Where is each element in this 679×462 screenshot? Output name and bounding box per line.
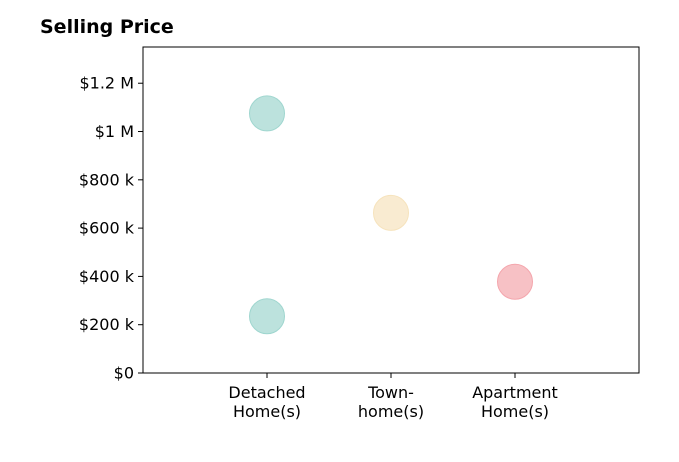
x-tick-label-line: Detached	[228, 383, 305, 402]
y-tick-label: $600 k	[79, 219, 135, 238]
y-tick-label: $400 k	[79, 267, 135, 286]
y-tick-label: $200 k	[79, 315, 135, 334]
x-tick-label: Detached Home(s)	[228, 383, 305, 421]
x-tick-label-line: Home(s)	[233, 402, 301, 421]
data-point	[373, 194, 409, 231]
chart-title: Selling Price	[40, 16, 174, 38]
x-tick-label: Apartment Home(s)	[472, 383, 558, 421]
x-tick-label: Town-home(s)	[358, 383, 424, 421]
x-tick-label-line: Apartment	[472, 383, 558, 402]
data-point	[249, 298, 285, 335]
data-point	[249, 95, 285, 132]
y-tick-label: $1 M	[95, 122, 134, 141]
y-tick-label: $0	[114, 364, 134, 383]
y-tick-label: $800 k	[79, 170, 135, 189]
data-point	[497, 263, 533, 300]
x-tick-label-line: Home(s)	[481, 402, 549, 421]
x-tick-label-line: Town-	[367, 383, 414, 402]
y-tick-label: $1.2 M	[79, 74, 134, 93]
x-tick-label-line: home(s)	[358, 402, 424, 421]
